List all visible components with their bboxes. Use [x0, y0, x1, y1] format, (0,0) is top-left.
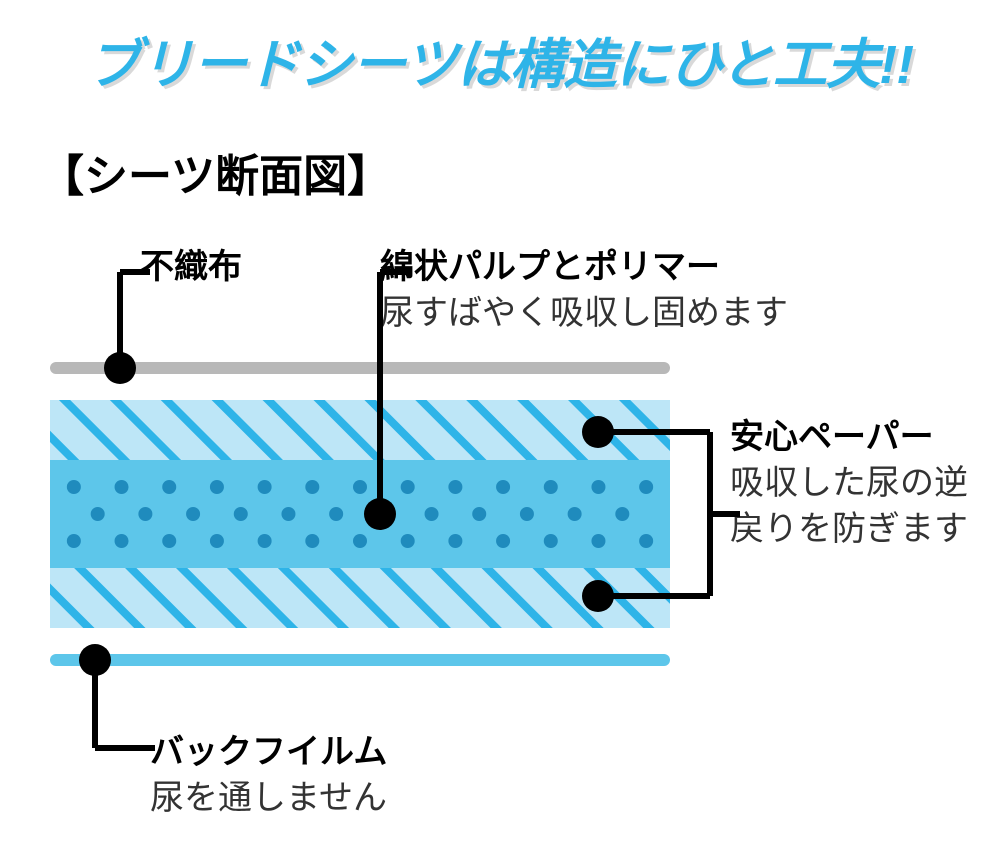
section-subtitle: 【シーツ断面図】	[40, 140, 391, 204]
cross-section-diagram	[50, 240, 990, 820]
page-title: ブリードシーツは構造にひと工夫!!	[0, 20, 1000, 99]
